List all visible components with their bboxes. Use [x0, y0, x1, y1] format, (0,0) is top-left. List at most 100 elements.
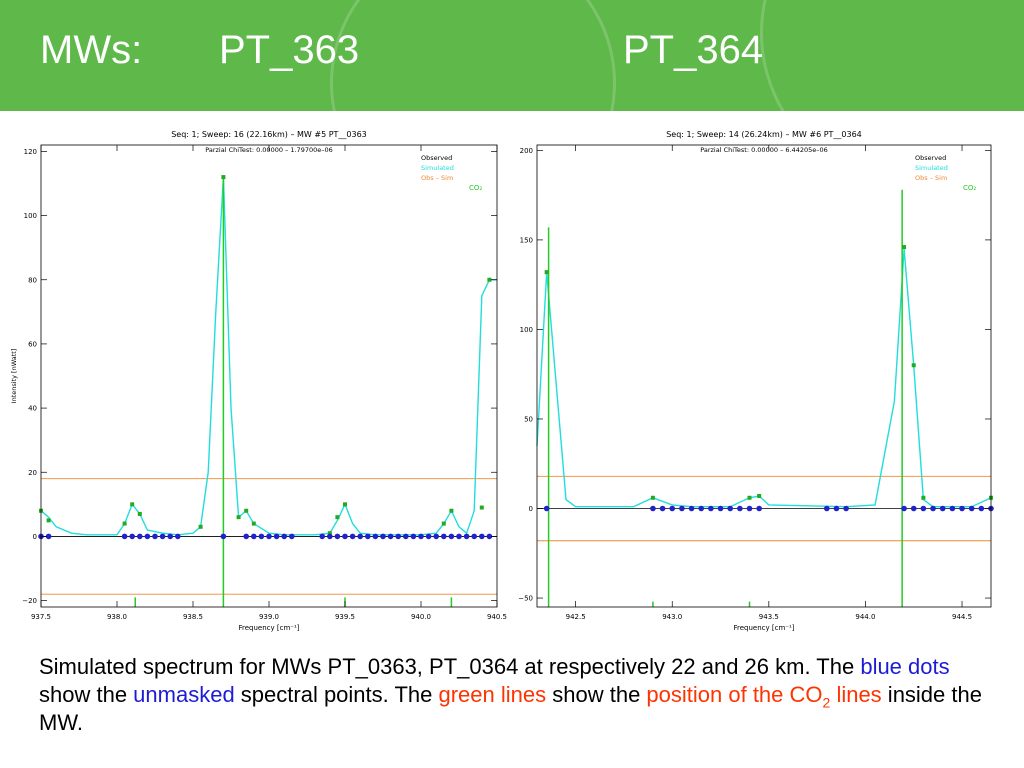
chart2-legend-co2: CO₂	[963, 184, 976, 192]
chart1-unmasked-point-8	[167, 533, 173, 540]
chart1-unmasked-point-19	[327, 533, 333, 540]
chart2-observed-point-4	[902, 245, 907, 250]
caption-text-5: inside the MW.	[39, 682, 982, 735]
chart2-unmasked-point-18	[920, 505, 927, 512]
caption-text-4: show the	[546, 682, 647, 707]
chart2-xtick-label-0: 942.5	[566, 613, 586, 621]
chart1-observed-point-12	[343, 502, 347, 507]
spectrum-chart-pt0364: Seq: 1; Sweep: 14 (26.24km) – MW #6 PT__…	[512, 125, 1024, 635]
chart1-legend-entry-2: Obs – Sim	[421, 174, 453, 182]
chart1-unmasked-point-35	[448, 533, 455, 540]
chart2-xtick-label-3: 944.0	[855, 613, 875, 621]
chart1-unmasked-point-1	[45, 533, 52, 540]
chart2-unmasked-point-23	[968, 505, 975, 512]
chart1-unmasked-point-13	[258, 533, 265, 540]
chart1-unmasked-point-3	[129, 533, 135, 540]
chart1-unmasked-point-7	[159, 533, 166, 540]
chart1-xtick-label-3: 939.0	[259, 613, 279, 621]
chart2-ytick-label-5: 200	[520, 147, 533, 155]
title-right-mw: PT_364	[623, 28, 764, 72]
chart1-observed-point-9	[251, 521, 256, 526]
slide-caption: Simulated spectrum for MWs PT_0363, PT_0…	[39, 653, 999, 737]
chart2-ytick-label-2: 50	[524, 415, 533, 423]
chart1-xtick-label-6: 940.5	[487, 613, 507, 621]
chart2-unmasked-point-0	[543, 505, 550, 512]
chart1-observed-point-2	[122, 521, 127, 526]
chart2-observed-point-0	[544, 270, 549, 275]
chart2-ytick-label-3: 100	[520, 326, 533, 334]
chart1-unmasked-point-15	[273, 533, 280, 540]
chart2-unmasked-point-3	[669, 505, 676, 512]
chart2-unmasked-point-9	[727, 505, 733, 512]
chart2-legend-entry-0: Observed	[915, 154, 946, 162]
chart1-unmasked-point-28	[395, 533, 402, 540]
chart1-xtick-label-0: 937.5	[31, 613, 51, 621]
chart-svg-pt0363: Seq: 1; Sweep: 16 (22.16km) – MW #5 PT__…	[10, 130, 507, 632]
chart1-unmasked-point-29	[403, 533, 409, 540]
chart1-observed-point-6	[221, 175, 226, 180]
chart1-unmasked-point-11	[243, 533, 249, 540]
caption-text-2: show the	[39, 682, 134, 707]
caption-unmasked: unmasked	[133, 682, 235, 707]
chart1-ytick-label-0: −20	[22, 597, 37, 605]
chart2-unmasked-point-7	[708, 505, 714, 512]
chart1-observed-point-13	[441, 521, 446, 526]
caption-text-3: spectral points. The	[234, 682, 439, 707]
chart2-unmasked-point-5	[688, 505, 695, 512]
chart2-observed-point-2	[747, 495, 752, 500]
chart2-observed-point-1	[650, 495, 655, 500]
chart2-subtitle: Parzial ChiTest: 0.00000 – 6.44205e–06	[700, 146, 828, 154]
chart1-unmasked-point-37	[463, 533, 470, 540]
chart2-unmasked-point-12	[756, 505, 762, 512]
chart-svg-pt0364: Seq: 1; Sweep: 14 (26.24km) – MW #6 PT__…	[518, 130, 994, 632]
caption-position-text: position of the CO	[646, 682, 823, 707]
chart1-title: Seq: 1; Sweep: 16 (22.16km) – MW #5 PT__…	[171, 130, 367, 139]
chart2-unmasked-point-17	[910, 505, 917, 512]
chart1-unmasked-point-36	[456, 533, 462, 540]
chart2-xtick-label-1: 943.0	[662, 613, 682, 621]
chart1-observed-point-4	[137, 511, 142, 516]
chart1-unmasked-point-5	[144, 533, 151, 540]
chart1-ytick-label-7: 120	[24, 148, 37, 156]
chart1-xtick-label-4: 939.5	[335, 613, 355, 621]
chart1-observed-point-14	[449, 508, 454, 513]
chart1-observed-point-3	[130, 502, 135, 507]
caption-lines-text: lines	[830, 682, 882, 707]
chart2-unmasked-point-16	[901, 505, 907, 512]
chart2-title: Seq: 1; Sweep: 14 (26.24km) – MW #6 PT__…	[666, 130, 862, 139]
caption-blue-dots: blue dots	[860, 654, 950, 679]
chart1-unmasked-point-22	[349, 533, 356, 540]
chart2-unmasked-point-24	[978, 505, 985, 512]
chart1-unmasked-point-25	[372, 533, 379, 540]
chart1-unmasked-point-38	[471, 533, 478, 540]
chart2-x-axis-label: Frequency [cm⁻¹]	[733, 624, 794, 632]
chart1-unmasked-point-34	[441, 533, 447, 540]
chart1-unmasked-point-30	[410, 533, 417, 540]
chart1-ytick-label-3: 40	[28, 405, 37, 413]
chart1-observed-point-8	[244, 508, 249, 513]
chart2-xtick-label-2: 943.5	[759, 613, 779, 621]
chart1-legend-co2: CO₂	[469, 184, 482, 192]
chart1-observed-point-10	[327, 531, 332, 536]
chart2-simulated-series	[536, 248, 992, 508]
chart2-unmasked-point-20	[939, 505, 946, 512]
chart2-observed-point-3	[757, 493, 762, 498]
chart1-unmasked-point-33	[433, 533, 440, 540]
chart1-xtick-label-2: 938.5	[183, 613, 203, 621]
chart1-unmasked-point-32	[425, 533, 432, 540]
chart1-observed-point-16	[487, 277, 492, 282]
title-left-mw: PT_363	[219, 28, 360, 72]
chart2-unmasked-point-19	[930, 505, 936, 512]
caption-subscript-2: 2	[822, 694, 831, 711]
chart2-unmasked-point-14	[833, 505, 840, 512]
chart2-legend-entry-2: Obs – Sim	[915, 174, 947, 182]
chart2-legend-entry-1: Simulated	[915, 164, 948, 172]
chart1-observed-point-15	[479, 505, 484, 510]
chart1-unmasked-point-10	[220, 533, 227, 540]
chart2-unmasked-point-8	[717, 505, 724, 512]
chart1-unmasked-point-4	[137, 533, 143, 540]
chart1-unmasked-point-27	[387, 533, 394, 540]
chart1-ytick-label-6: 100	[24, 212, 37, 220]
chart1-legend-entry-0: Observed	[421, 154, 452, 162]
chart2-unmasked-point-21	[949, 505, 956, 512]
